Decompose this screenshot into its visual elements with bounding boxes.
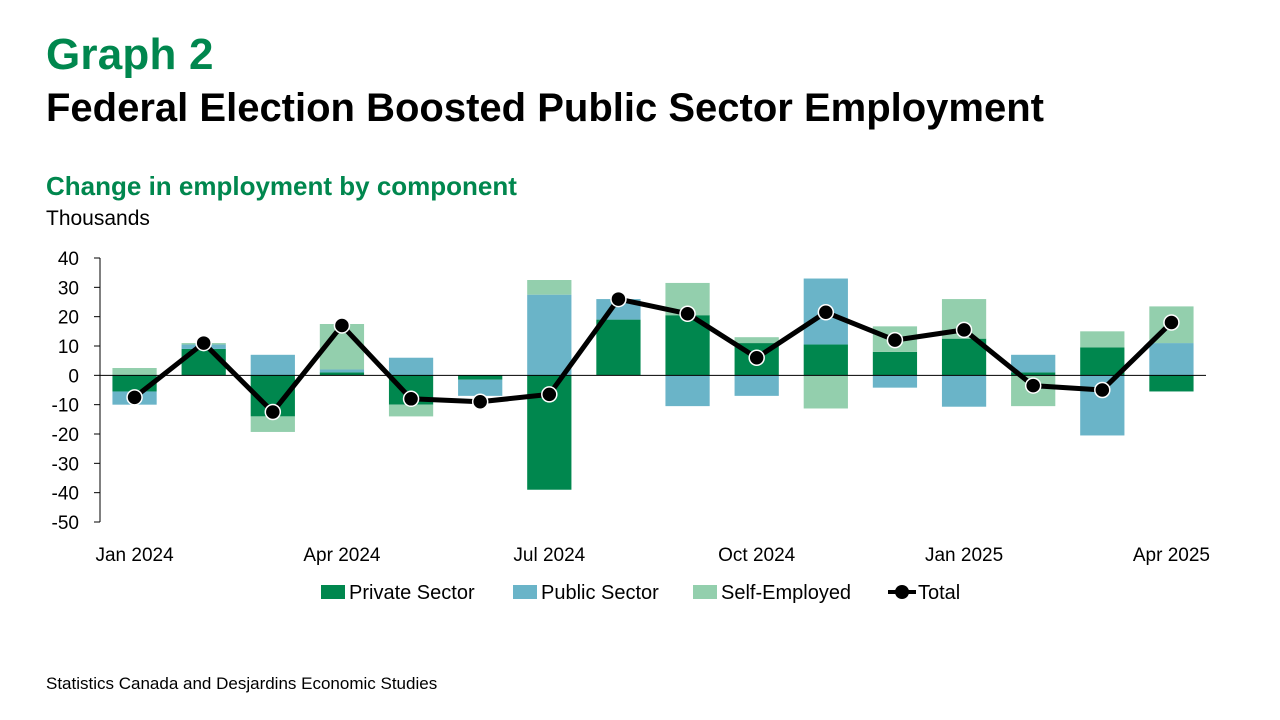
bar-private-sector-apr-2025: [1149, 375, 1194, 392]
legend-swatch-self-employed: [693, 585, 717, 599]
y-tick-label: -30: [52, 454, 79, 475]
x-tick-label: Apr 2024: [303, 545, 381, 566]
y-tick-label: 0: [68, 366, 79, 387]
total-point-mar-2024: [264, 403, 282, 421]
total-point-apr-2025: [1163, 314, 1180, 331]
y-tick-label: -50: [52, 513, 79, 534]
bar-public-sector-sep-2024: [665, 375, 710, 407]
legend-swatch-total-marker: [895, 585, 909, 599]
x-tick-label: Jul 2024: [513, 545, 585, 566]
bar-self-employed-jan-2024: [112, 368, 157, 376]
y-tick-label: -40: [52, 484, 79, 505]
bar-public-sector-may-2024: [388, 357, 434, 376]
total-line-layer: [126, 290, 1180, 421]
total-line: [133, 296, 1174, 415]
x-tick-label: Jan 2025: [925, 545, 1003, 566]
y-tick-label: -10: [52, 396, 79, 417]
bar-private-sector-dec-2024: [872, 351, 918, 376]
bar-public-sector-jun-2024: [458, 379, 503, 396]
bar-public-sector-dec-2024: [872, 375, 918, 388]
bar-self-employed-mar-2025: [1080, 331, 1125, 348]
legend-label-public-sector: Public Sector: [541, 582, 659, 604]
legend-label-self-employed: Self-Employed: [721, 582, 851, 604]
bar-public-sector-apr-2024: [319, 369, 365, 373]
bar-private-sector-mar-2025: [1080, 347, 1125, 376]
bar-self-employed-may-2024: [388, 404, 434, 417]
legend-swatch-private-sector: [321, 585, 345, 599]
total-point-jan-2025: [955, 321, 973, 339]
x-tick-label: Jan 2024: [95, 545, 174, 566]
axis-layer: 40 30 20 10 0 -10 -20 -30 -40 -50 Jan 2024 Apr 2024…: [52, 249, 1210, 566]
total-point-sep-2024: [679, 305, 696, 322]
total-point-jul-2024: [541, 386, 558, 403]
bar-public-sector-jan-2025: [941, 375, 987, 407]
legend-swatch-public-sector: [513, 585, 537, 599]
employment-chart: 40 30 20 10 0 -10 -20 -30 -40 -50 Jan 2024 Apr 2024…: [52, 249, 1210, 604]
bar-private-sector-nov-2024: [803, 344, 848, 376]
y-tick-label: 30: [58, 278, 79, 299]
bar-public-sector-mar-2024: [250, 354, 295, 376]
y-tick-label: 20: [58, 308, 79, 329]
y-axis-unit-label: Thousands: [46, 207, 150, 230]
bar-public-sector-oct-2024: [734, 375, 779, 396]
x-tick-label: Apr 2025: [1133, 545, 1210, 566]
source-note: Statistics Canada and Desjardins Economi…: [46, 674, 438, 693]
bar-public-sector-jul-2024: [527, 294, 572, 376]
legend-label-private-sector: Private Sector: [349, 582, 475, 604]
total-point-nov-2024: [817, 304, 835, 321]
graph-number-label: Graph 2: [46, 30, 214, 79]
y-tick-label: 40: [58, 249, 79, 270]
bar-public-sector-feb-2025: [1011, 354, 1056, 373]
bar-self-employed-nov-2024: [803, 375, 848, 409]
y-tick-label: 10: [58, 337, 79, 358]
bar-self-employed-oct-2024: [734, 337, 779, 344]
total-point-may-2024: [402, 390, 420, 408]
bar-private-sector-aug-2024: [596, 319, 641, 376]
total-point-oct-2024: [748, 349, 765, 366]
y-tick-label: -20: [52, 425, 79, 446]
bar-private-sector-apr-2024: [319, 372, 365, 376]
legend: Private Sector Public Sector Self-Employed…: [321, 582, 960, 604]
x-tick-label: Oct 2024: [718, 545, 796, 566]
total-point-feb-2024: [195, 334, 212, 352]
total-point-aug-2024: [610, 290, 627, 308]
total-point-jan-2024: [126, 389, 143, 406]
legend-label-total: Total: [918, 582, 960, 604]
bar-private-sector-jun-2024: [458, 375, 503, 380]
chart-title: Change in employment by component: [46, 171, 517, 201]
bar-self-employed-jul-2024: [527, 280, 572, 295]
total-point-mar-2025: [1094, 381, 1111, 399]
page-title: Federal Election Boosted Public Sector E…: [46, 86, 1044, 130]
total-point-dec-2024: [886, 331, 904, 349]
bar-public-sector-apr-2025: [1149, 343, 1194, 376]
total-point-jun-2024: [471, 393, 489, 410]
total-point-apr-2024: [333, 317, 351, 334]
bar-private-sector-feb-2025: [1011, 372, 1056, 376]
total-point-feb-2025: [1024, 377, 1042, 394]
bar-self-employed-mar-2024: [250, 416, 295, 432]
